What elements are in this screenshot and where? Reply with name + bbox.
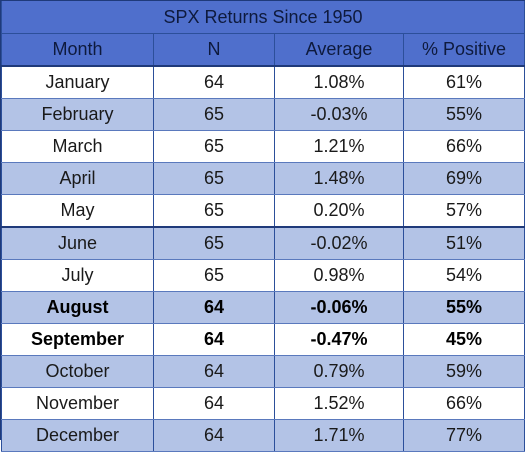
cell-month: April — [1, 162, 154, 195]
table-row: December 64 1.71% 77% — [1, 419, 525, 452]
cell-positive: 51% — [403, 226, 525, 260]
cell-n: 65 — [153, 98, 275, 131]
cell-month: August — [1, 291, 154, 324]
cell-average: 1.21% — [274, 130, 404, 163]
cell-average: 1.52% — [274, 387, 404, 420]
table-row: September 64 -0.47% 45% — [1, 323, 525, 356]
column-header-average: Average — [274, 33, 404, 67]
cell-average: 1.71% — [274, 419, 404, 452]
cell-month: November — [1, 387, 154, 420]
cell-n: 64 — [153, 355, 275, 388]
cell-average: -0.03% — [274, 98, 404, 131]
table-row: March 65 1.21% 66% — [1, 130, 525, 163]
cell-month: October — [1, 355, 154, 388]
column-header-month: Month — [1, 33, 154, 67]
cell-month: July — [1, 259, 154, 292]
table-row: July 65 0.98% 54% — [1, 259, 525, 292]
table-row: October 64 0.79% 59% — [1, 355, 525, 388]
cell-n: 64 — [153, 291, 275, 324]
cell-positive: 61% — [403, 66, 525, 99]
cell-positive: 77% — [403, 419, 525, 452]
cell-average: -0.06% — [274, 291, 404, 324]
column-header-n: N — [153, 33, 275, 67]
cell-month: December — [1, 419, 154, 452]
cell-n: 65 — [153, 130, 275, 163]
cell-average: 1.48% — [274, 162, 404, 195]
cell-positive: 55% — [403, 291, 525, 324]
cell-n: 64 — [153, 387, 275, 420]
cell-positive: 66% — [403, 387, 525, 420]
cell-n: 65 — [153, 194, 275, 228]
cell-average: 1.08% — [274, 66, 404, 99]
cell-month: June — [1, 226, 154, 260]
table-row: April 65 1.48% 69% — [1, 162, 525, 195]
cell-positive: 54% — [403, 259, 525, 292]
table-row: February 65 -0.03% 55% — [1, 98, 525, 131]
table-header-row: Month N Average % Positive — [1, 33, 525, 67]
cell-positive: 59% — [403, 355, 525, 388]
table-title: SPX Returns Since 1950 — [1, 1, 525, 34]
cell-n: 64 — [153, 419, 275, 452]
cell-n: 65 — [153, 259, 275, 292]
cell-month: February — [1, 98, 154, 131]
table-row: August 64 -0.06% 55% — [1, 291, 525, 324]
table-title-row: SPX Returns Since 1950 — [1, 1, 525, 34]
cell-average: -0.02% — [274, 226, 404, 260]
cell-n: 65 — [153, 226, 275, 260]
table-row: November 64 1.52% 66% — [1, 387, 525, 420]
cell-positive: 55% — [403, 98, 525, 131]
cell-average: 0.79% — [274, 355, 404, 388]
cell-month: May — [1, 194, 154, 228]
cell-average: 0.20% — [274, 194, 404, 228]
cell-average: 0.98% — [274, 259, 404, 292]
table-row: May 65 0.20% 57% — [1, 194, 525, 228]
table-row: June 65 -0.02% 51% — [1, 226, 525, 260]
table-body: January 64 1.08% 61% February 65 -0.03% 55% Marc… — [1, 66, 525, 452]
cell-n: 64 — [153, 66, 275, 99]
cell-average: -0.47% — [274, 323, 404, 356]
cell-positive: 69% — [403, 162, 525, 195]
cell-positive: 57% — [403, 194, 525, 228]
cell-n: 64 — [153, 323, 275, 356]
cell-positive: 66% — [403, 130, 525, 163]
table-row: January 64 1.08% 61% — [1, 66, 525, 99]
cell-positive: 45% — [403, 323, 525, 356]
cell-n: 65 — [153, 162, 275, 195]
cell-month: March — [1, 130, 154, 163]
column-header-positive: % Positive — [403, 33, 525, 67]
cell-month: January — [1, 66, 154, 99]
cell-month: September — [1, 323, 154, 356]
